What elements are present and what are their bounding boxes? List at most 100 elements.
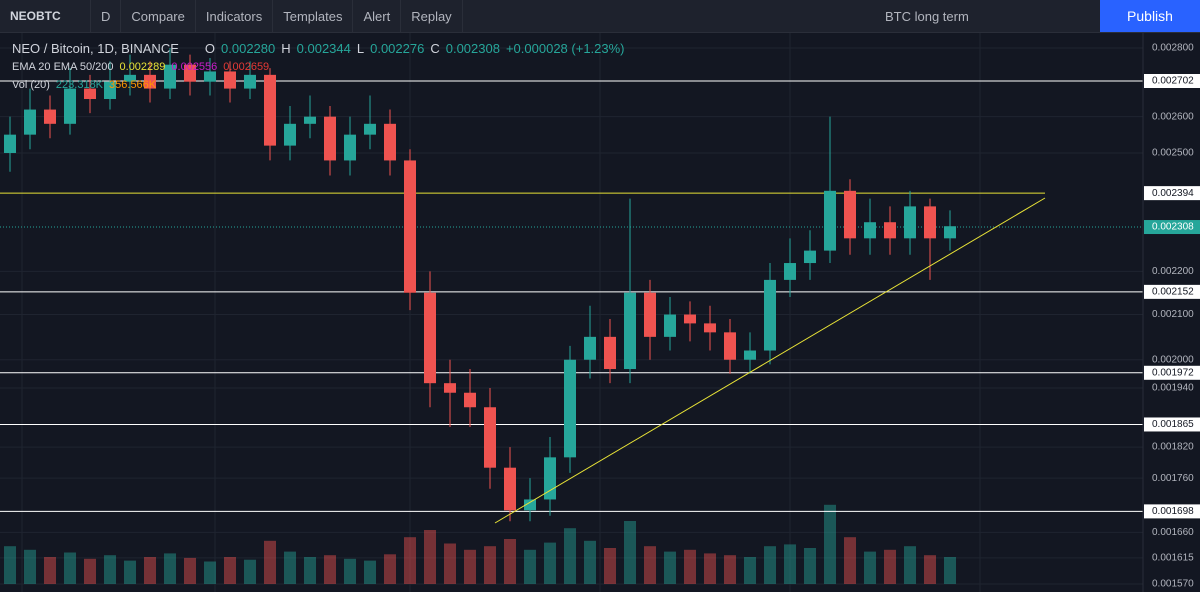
volume-bar [544,542,556,584]
volume-bar [644,546,656,584]
replay[interactable]: Replay [401,0,463,32]
volume-bar [764,546,776,584]
volume-bar [524,549,536,584]
candle-body [144,74,156,89]
candle-body [24,109,36,135]
candle-body [264,74,276,146]
candle-body [484,407,496,468]
symbol[interactable]: NEOBTC [0,0,91,32]
candle-body [584,336,596,360]
vol-value: 356.566K [109,79,157,91]
candle-body [744,350,756,360]
candle-body [404,160,416,293]
volume-bar [4,546,16,584]
compare[interactable]: Compare [121,0,196,32]
candle-body [764,279,776,351]
y-tick-label: 0.001940 [1152,383,1194,394]
volume-bar [604,548,616,584]
layout-name[interactable]: BTC long term [885,8,969,24]
candle-body [124,74,136,82]
alert[interactable]: Alert [353,0,402,32]
y-tick-label: 0.001570 [1152,579,1194,590]
volume-bar [224,557,236,584]
volume-bar [324,555,336,584]
candle-body [4,134,16,153]
vol-name: Vol (20) [12,79,50,91]
candle-body [624,292,636,370]
volume-bar [184,557,196,584]
level-label: 0.002152 [1152,287,1194,298]
y-tick-label: 0.002200 [1152,266,1194,277]
level-label-bg [1144,365,1200,380]
candle-body [924,206,936,239]
volume-bar [584,540,596,584]
candle-body [244,74,256,89]
candle-body [904,206,916,239]
level-label: 0.002702 [1152,76,1194,87]
y-tick-label: 0.002800 [1152,43,1194,54]
trend-line [494,197,1046,524]
candle-body [184,64,196,82]
y-tick-label: 0.002600 [1152,111,1194,122]
volume-bar [244,559,256,584]
level-label-bg [1144,186,1200,201]
volume-bar [484,546,496,584]
toolbar: NEOBTC D Compare Indicators Templates Al… [0,0,1200,33]
legend-vol: Vol (20) 223.318K 356.566K [12,76,625,94]
candle-body [504,467,516,511]
volume-bar [924,555,936,584]
ema-value: 0.002659 [223,61,270,73]
ohlc-key: H [281,40,291,56]
candle-body [464,392,476,408]
volume-bar [204,561,216,584]
volume-bar [824,504,836,584]
volume-bar [744,557,756,584]
candle-body [944,226,956,239]
level-label-bg [1144,220,1200,235]
level-label-bg [1144,504,1200,519]
y-tick-label: 0.001820 [1152,442,1194,453]
volume-bar [84,558,96,584]
candle-body [44,109,56,124]
y-tick-label: 0.001660 [1152,527,1194,538]
candle-body [344,134,356,161]
volume-bar [664,551,676,584]
volume-bar [24,549,36,584]
ema-value: 0.002556 [171,61,218,73]
candle-body [724,332,736,360]
candle-body [644,292,656,337]
volume-bar [844,537,856,584]
volume-bar [284,551,296,584]
candle-body [844,190,856,239]
ema-value: 0.002289 [119,61,166,73]
ohlc-key: L [356,40,365,56]
indicators[interactable]: Indicators [196,0,274,32]
candle-body [324,116,336,161]
candle-body [784,263,796,280]
interval[interactable]: D [91,0,122,32]
candle-body [224,71,236,89]
ohlc-value: 0.002280 [221,40,276,56]
candle-body [64,88,76,124]
ohlc-key: C [430,40,440,56]
volume-bar [564,528,576,584]
volume-bar [344,558,356,584]
level-label-bg [1144,417,1200,432]
candle-body [304,116,316,124]
legend: NEO / Bitcoin, 1D, BINANCE O 0.002280 H 0.0… [12,38,625,94]
ohlc-value: 0.002308 [445,40,500,56]
candle-body [564,359,576,458]
volume-bar [624,521,636,584]
volume-bar [404,537,416,584]
volume-bar [124,560,136,584]
candle-body [824,190,836,251]
templates[interactable]: Templates [273,0,354,32]
candle-body [424,292,436,384]
publish-button[interactable]: Publish [1100,0,1200,32]
ohlc-key: O [204,40,216,56]
legend-main: NEO / Bitcoin, 1D, BINANCE O 0.002280 H 0.0… [12,38,625,58]
volume-bar [944,557,956,584]
volume-bar [364,560,376,584]
volume-bar [704,553,716,584]
